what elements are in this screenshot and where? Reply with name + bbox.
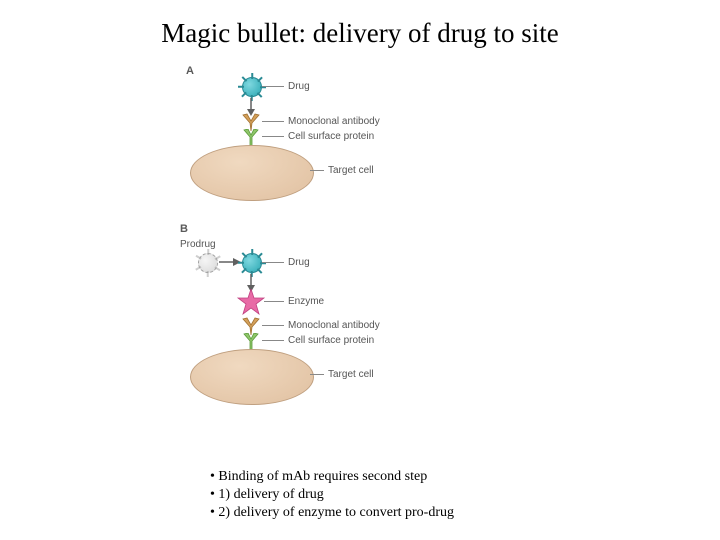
- bullet-item: • 1) delivery of drug: [210, 486, 454, 504]
- slide-title: Magic bullet: delivery of drug to site: [0, 18, 720, 49]
- drug-icon: [242, 253, 262, 273]
- target-label: Target cell: [328, 165, 374, 176]
- drug-label: Drug: [288, 81, 310, 92]
- mab-label: Monoclonal antibody: [288, 320, 380, 331]
- panel-b-label: B: [180, 223, 188, 235]
- mab-label: Monoclonal antibody: [288, 116, 380, 127]
- enzyme-label: Enzyme: [288, 296, 324, 307]
- drug-label: Drug: [288, 257, 310, 268]
- leader-line: [310, 170, 324, 171]
- leader-line: [262, 86, 284, 87]
- diagram-area: A Drug Monoclonal antibody Cell surface …: [180, 65, 540, 440]
- target-cell-icon: [190, 145, 314, 201]
- drug-icon: [242, 77, 262, 97]
- enzyme-icon: [237, 289, 265, 315]
- leader-line: [310, 374, 324, 375]
- leader-line: [262, 340, 284, 341]
- leader-line: [262, 262, 284, 263]
- leader-line: [264, 301, 284, 302]
- bullet-list: • Binding of mAb requires second step • …: [210, 468, 454, 523]
- target-cell-icon: [190, 349, 314, 405]
- target-label: Target cell: [328, 369, 374, 380]
- leader-line: [262, 121, 284, 122]
- bullet-item: • Binding of mAb requires second step: [210, 468, 454, 486]
- csp-label: Cell surface protein: [288, 335, 374, 346]
- prodrug-icon: [198, 253, 218, 273]
- csp-label: Cell surface protein: [288, 131, 374, 142]
- leader-line: [262, 325, 284, 326]
- panel-a-label: A: [186, 65, 194, 77]
- leader-line: [262, 136, 284, 137]
- prodrug-label: Prodrug: [180, 239, 216, 250]
- bullet-item: • 2) delivery of enzyme to convert pro-d…: [210, 504, 454, 522]
